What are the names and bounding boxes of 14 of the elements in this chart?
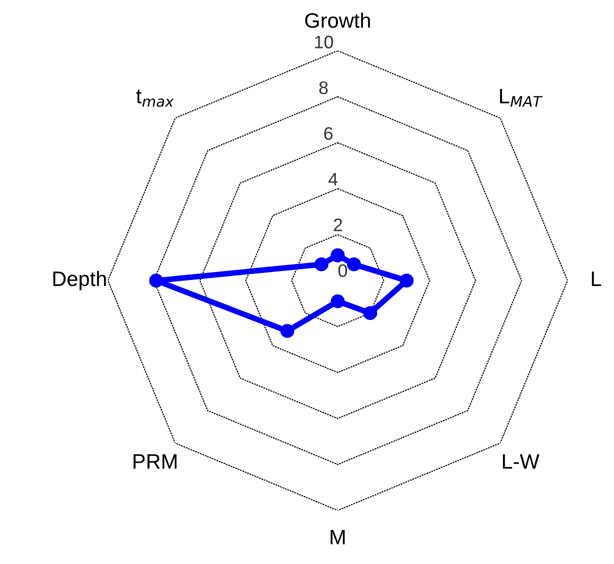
y-tick-label: 4: [328, 172, 338, 186]
spoke-label: t$_{max}$: [136, 90, 174, 107]
spoke-label: M: [330, 530, 345, 544]
spoke-label: L$_{MAT}$: [500, 88, 543, 107]
spoke-label: L-W: [502, 454, 540, 469]
y-tick-label: 0: [338, 264, 348, 278]
spoke-label: Depth: [53, 270, 106, 290]
spoke-label: PRM: [134, 454, 176, 469]
spoke-label: Growth: [305, 12, 370, 28]
y-tick-label: 2: [334, 218, 342, 232]
y-tick-label: 6: [324, 127, 333, 140]
y-tick-label: 10: [315, 36, 334, 48]
spoke-label: L: [592, 272, 602, 286]
y-tick-label: 8: [319, 81, 328, 94]
